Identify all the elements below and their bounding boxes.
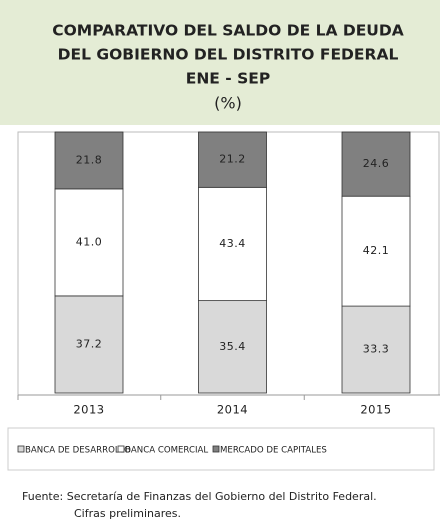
bar-segment xyxy=(341,305,411,394)
value-label: 21.8 xyxy=(76,153,103,166)
x-tick-label: 2014 xyxy=(217,403,248,417)
legend-swatch xyxy=(212,445,220,453)
legend-label: BANCA COMERCIAL xyxy=(125,446,208,456)
chart-title: ENE - SEP xyxy=(186,70,271,88)
value-label: 24.6 xyxy=(363,157,390,170)
legend-swatch xyxy=(17,445,25,453)
legend-label: BANCA DE DESARROLLO xyxy=(25,446,131,456)
bar-segment xyxy=(341,195,411,307)
x-tick-label: 2015 xyxy=(360,403,391,417)
value-label: 41.0 xyxy=(76,235,103,248)
legend-swatch xyxy=(117,445,125,453)
x-tick-label: 2013 xyxy=(73,403,104,417)
bar-segment xyxy=(198,186,267,302)
bar-segment xyxy=(198,131,267,188)
value-label: 42.1 xyxy=(363,244,390,257)
chart-subtitle: (%) xyxy=(214,94,242,113)
chart-title: DEL GOBIERNO DEL DISTRITO FEDERAL xyxy=(58,46,399,64)
value-label: 43.4 xyxy=(219,237,246,250)
value-label: 21.2 xyxy=(219,153,246,166)
bar-segment xyxy=(54,188,124,297)
bar-segment xyxy=(54,131,124,190)
legend-box xyxy=(7,427,435,471)
chart-title: COMPARATIVO DEL SALDO DE LA DEUDA xyxy=(52,22,404,40)
note: Fuente: Secretaría de Finanzas del Gobie… xyxy=(22,490,377,503)
value-label: 35.4 xyxy=(219,340,246,353)
bar-segment xyxy=(198,300,267,394)
value-label: 33.3 xyxy=(363,343,390,356)
legend-label: MERCADO DE CAPITALES xyxy=(220,446,327,456)
bar-segment xyxy=(341,131,411,197)
note: Cifras preliminares. xyxy=(74,507,181,520)
value-label: 37.2 xyxy=(76,337,103,350)
title-band xyxy=(0,0,440,125)
